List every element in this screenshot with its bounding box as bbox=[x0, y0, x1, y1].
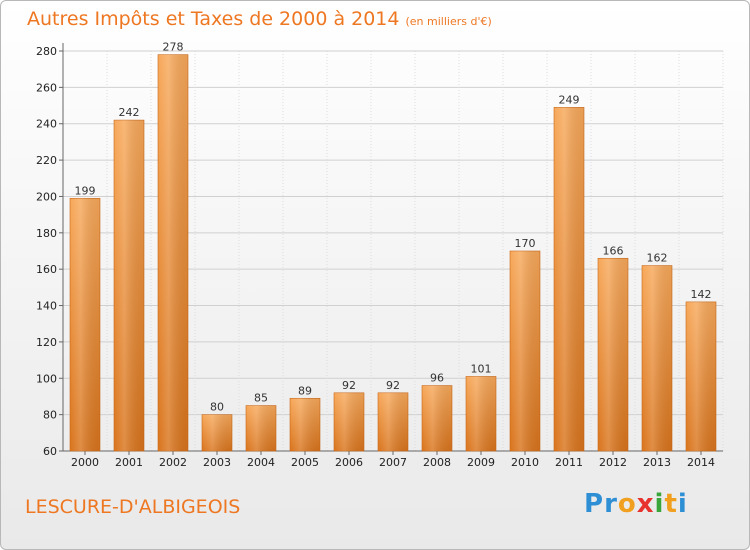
bar-highlight bbox=[70, 198, 100, 451]
logo-letter: i bbox=[677, 489, 688, 519]
y-tick-label: 200 bbox=[36, 190, 57, 203]
value-label: 92 bbox=[386, 379, 400, 392]
logo-letter: t bbox=[664, 489, 678, 519]
value-label: 80 bbox=[210, 401, 224, 414]
chart-title: Autres Impôts et Taxes de 2000 à 2014 (en… bbox=[27, 8, 492, 30]
logo-letter: r bbox=[604, 489, 618, 519]
x-tick-label: 2009 bbox=[467, 456, 495, 469]
value-label: 85 bbox=[254, 392, 268, 405]
value-label: 242 bbox=[119, 106, 140, 119]
x-tick-label: 2005 bbox=[291, 456, 319, 469]
value-label: 170 bbox=[515, 237, 536, 250]
bar-highlight bbox=[686, 301, 716, 451]
bar-highlight bbox=[334, 392, 364, 451]
value-label: 162 bbox=[647, 252, 668, 265]
y-tick-label: 100 bbox=[36, 372, 57, 385]
x-tick-label: 2008 bbox=[423, 456, 451, 469]
value-label: 92 bbox=[342, 379, 356, 392]
value-label: 166 bbox=[603, 244, 624, 257]
bar-highlight bbox=[114, 120, 144, 451]
value-labels: 199 242 278 80 85 89 92 92 96 101 170 249 166 162 142 bbox=[75, 41, 712, 414]
x-tick-label: 2000 bbox=[71, 456, 99, 469]
unit-note: (en milliers d'€) bbox=[405, 15, 492, 28]
x-tick-label: 2007 bbox=[379, 456, 407, 469]
x-tick-label: 2010 bbox=[511, 456, 539, 469]
value-label: 278 bbox=[163, 41, 184, 54]
logo-letter: i bbox=[654, 489, 665, 519]
x-tick-label: 2011 bbox=[555, 456, 583, 469]
logo-letter: x bbox=[636, 489, 655, 519]
y-tick-label: 180 bbox=[36, 227, 57, 240]
y-tick-label: 220 bbox=[36, 154, 57, 167]
bar-highlight bbox=[290, 398, 320, 451]
y-tick-label: 60 bbox=[43, 445, 57, 458]
value-label: 96 bbox=[430, 372, 444, 385]
x-tick-label: 2006 bbox=[335, 456, 363, 469]
bar-highlight bbox=[642, 265, 672, 451]
value-label: 101 bbox=[471, 362, 492, 375]
bar-highlight bbox=[422, 385, 452, 451]
bar-highlight bbox=[246, 405, 276, 451]
bars bbox=[69, 54, 717, 452]
y-tick-label: 80 bbox=[43, 409, 57, 422]
value-label: 249 bbox=[559, 93, 580, 106]
value-label: 142 bbox=[691, 288, 712, 301]
bar-highlight bbox=[378, 392, 408, 451]
y-tick-label: 280 bbox=[36, 45, 57, 58]
x-tick-label: 2014 bbox=[687, 456, 715, 469]
x-tick-label: 2004 bbox=[247, 456, 275, 469]
y-tick-label: 160 bbox=[36, 263, 57, 276]
bar-highlight bbox=[158, 54, 188, 452]
city-name: LESCURE-D'ALBIGEOIS bbox=[25, 496, 241, 518]
x-tick-label: 2003 bbox=[203, 456, 231, 469]
logo-letter: o bbox=[617, 489, 637, 519]
y-tick-label: 240 bbox=[36, 118, 57, 131]
y-tick-label: 140 bbox=[36, 300, 57, 313]
value-label: 199 bbox=[75, 184, 96, 197]
x-tick-label: 2012 bbox=[599, 456, 627, 469]
bar-highlight bbox=[466, 376, 496, 451]
bar-highlight bbox=[598, 258, 628, 451]
y-tick-label: 260 bbox=[36, 81, 57, 94]
x-tick-label: 2001 bbox=[115, 456, 143, 469]
logo-letter: P bbox=[584, 489, 605, 519]
x-tick-label: 2013 bbox=[643, 456, 671, 469]
proxiti-logo: Proxiti bbox=[584, 489, 688, 519]
x-tick-label: 2002 bbox=[159, 456, 187, 469]
bar-highlight bbox=[202, 414, 232, 451]
value-label: 89 bbox=[298, 384, 312, 397]
y-tick-label: 120 bbox=[36, 336, 57, 349]
bar-highlight bbox=[510, 251, 540, 451]
bar-highlight bbox=[554, 107, 584, 451]
